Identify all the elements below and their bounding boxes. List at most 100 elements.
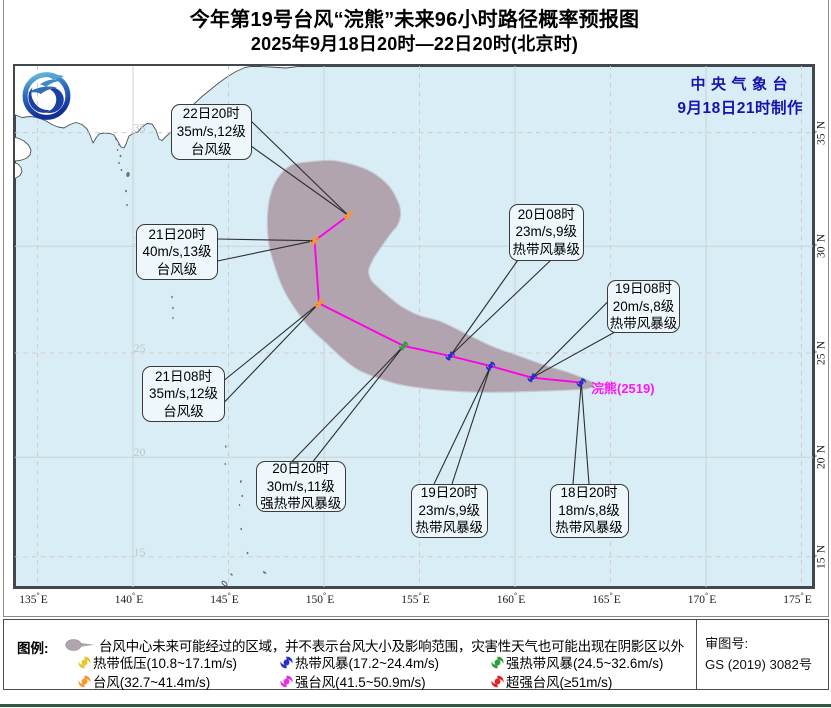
- label-cat: 热带风暴级: [555, 520, 623, 536]
- outer-frame-bottom: [3, 616, 829, 617]
- label-connector: [217, 240, 315, 262]
- label-wind: 40m/s,13级: [142, 244, 212, 260]
- label-wind: 18m/s,8级: [558, 502, 620, 518]
- label-connector: [449, 259, 552, 357]
- island: [116, 149, 119, 151]
- forecast-label-20日08时[interactable]: 20日08时 23m/s,9级 热带风暴级: [508, 204, 584, 261]
- legend-item-label: 强台风(41.5~50.9m/s): [295, 675, 426, 690]
- legend-item-label: 强热带风暴(24.5~32.6m/s): [506, 656, 664, 671]
- inline-latitude-label: 25: [134, 341, 146, 355]
- page-subtitle: 2025年9月18日20时—22日20时(北京时): [250, 34, 579, 54]
- island: [126, 171, 130, 178]
- longitude-tick-label: 145°E: [210, 591, 239, 606]
- probability-cone: [266, 159, 595, 393]
- page-title: 今年第19号台风“浣熊”未来96小时路径概率预报图: [189, 9, 640, 31]
- label-connector: [433, 365, 492, 485]
- label-cat: 台风级: [156, 261, 198, 277]
- land-polygon: [15, 162, 23, 179]
- island: [118, 161, 120, 165]
- inline-latitude-label: 20: [134, 445, 146, 459]
- label-connector: [531, 301, 608, 379]
- label-connector: [250, 120, 349, 216]
- legend-item: 超强台风(≥51m/s): [491, 673, 613, 690]
- island: [221, 580, 228, 587]
- forecast-label-22日20时[interactable]: 22日20时 35m/s,12级 台风级: [171, 104, 252, 160]
- label-cat: 强热带风暴级: [260, 496, 342, 512]
- label-time: 20日20时: [272, 461, 330, 477]
- forecast-label-21日20时[interactable]: 21日20时 40m/s,13级 台风级: [136, 224, 218, 280]
- forecast-label-19日20时[interactable]: 19日20时 23m/s,9级 热带风暴级: [411, 483, 488, 538]
- legend-item-label: 热带低压(10.8~17.1m/s): [93, 656, 237, 671]
- label-connector: [224, 302, 320, 381]
- label-connector-lines: [217, 120, 615, 485]
- label-time: 20日08时: [517, 206, 575, 222]
- longitude-tick-label: 150°E: [305, 591, 335, 606]
- typhoon-symbol-icon: [78, 675, 91, 687]
- latitude-tick-label: 25°N: [812, 340, 828, 366]
- island: [238, 503, 241, 507]
- label-connector: [250, 145, 349, 216]
- typhoon-symbol-icon: [491, 675, 504, 687]
- label-cat: 台风级: [163, 403, 204, 419]
- label-cat: 热带风暴级: [609, 316, 678, 332]
- longitude-tick-label: 165°E: [592, 591, 621, 606]
- legend-item: 台风(32.7~41.4m/s): [78, 673, 211, 690]
- latitude-tick-label: 20°N: [812, 445, 828, 470]
- cma-logo: [22, 72, 71, 120]
- island: [120, 168, 123, 172]
- label-cat: 热带风暴级: [415, 520, 484, 536]
- label-wind: 23m/s,9级: [515, 224, 578, 240]
- legend-item: 强热带风暴(24.5~32.6m/s): [491, 654, 664, 671]
- issue-time: 9月18日21时制作: [677, 100, 803, 117]
- label-connector: [580, 382, 590, 485]
- bottom-green-bar: [0, 704, 831, 707]
- island: [126, 203, 128, 207]
- label-wind: 30m/s,11级: [266, 478, 335, 494]
- longitude-tick-label: 160°E: [496, 591, 526, 606]
- typhoon-symbol-icon: [280, 675, 293, 687]
- island: [239, 480, 242, 483]
- label-time: 22日20时: [182, 106, 240, 122]
- map-border: [13, 64, 815, 589]
- legend-item-label: 台风(32.7~41.4m/s): [93, 675, 211, 690]
- island: [240, 527, 242, 531]
- island: [241, 494, 244, 498]
- island: [119, 154, 122, 158]
- legend-box: 图例: 台风中心未来可能经过的区域，并不表示台风大小及影响范围，灾害性天气也可能…: [3, 619, 829, 690]
- forecast-track: [313, 214, 582, 384]
- inline-latitude-label: 15: [134, 545, 146, 559]
- label-cat: 台风级: [191, 141, 232, 157]
- latitude-tick-label: 15°N: [812, 544, 828, 569]
- cone-legend-icon: [65, 639, 95, 651]
- forecast-label-21日08时[interactable]: 21日08时 35m/s,12级 台风级: [142, 366, 225, 422]
- island: [171, 295, 173, 299]
- label-connector: [449, 259, 519, 357]
- forecast-track-line: [313, 214, 582, 384]
- cone-legend-text: 台风中心未来可能经过的区域，并不表示台风大小及影响范围，灾害性天气也可能出现在阴…: [99, 639, 684, 654]
- forecast-label-18日20时[interactable]: 18日20时 18m/s,8级 热带风暴级: [549, 483, 629, 538]
- latitude-tick-label: 35°N: [812, 120, 828, 145]
- probability-cone-shape: [266, 159, 595, 393]
- longitude-tick-label: 155°E: [401, 591, 430, 606]
- island: [225, 445, 227, 448]
- island: [224, 462, 226, 466]
- forecast-label-19日08时[interactable]: 19日08时 20m/s,8级 热带风暴级: [607, 280, 680, 333]
- storm-name-label: 浣熊(2519): [591, 381, 655, 396]
- label-connector: [312, 345, 405, 462]
- label-connector: [451, 365, 492, 485]
- typhoon-symbol-icon: [78, 656, 91, 668]
- legend-item: 热带低压(10.8~17.1m/s): [78, 654, 237, 671]
- latitude-tick-label: 30°N: [812, 234, 828, 259]
- legend-item-label: 热带风暴(17.2~24.4m/s): [295, 656, 439, 671]
- land-layer: [15, 66, 304, 587]
- island: [172, 316, 174, 320]
- label-cat: 热带风暴级: [512, 242, 581, 258]
- forecast-label-20日20时[interactable]: 20日20时 30m/s,11级 强热带风暴级: [255, 461, 346, 512]
- island: [125, 189, 127, 193]
- longitude-tick-label: 175°E: [783, 591, 812, 606]
- label-time: 19日20时: [420, 485, 478, 501]
- label-connector: [224, 303, 320, 403]
- legend-item-label: 超强台风(≥51m/s): [506, 675, 613, 690]
- review-label: 审图号:: [705, 636, 749, 651]
- graticule-layer: [15, 66, 813, 587]
